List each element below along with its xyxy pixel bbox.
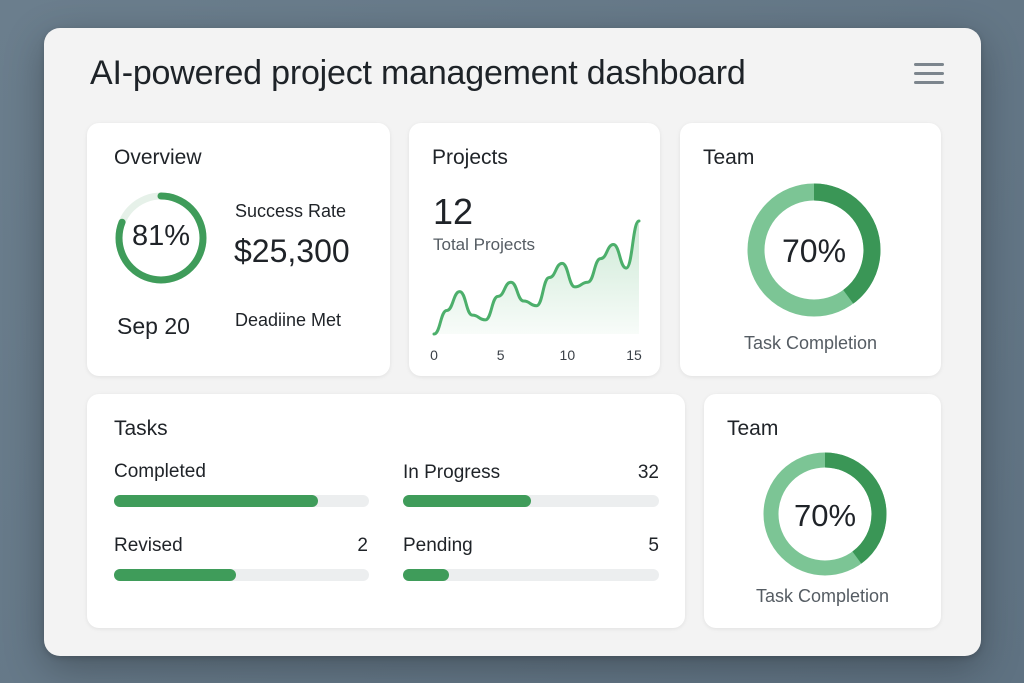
x-tick-label: 10 xyxy=(560,347,576,363)
task-count-pending: 5 xyxy=(648,535,659,556)
task-count-in-progress: 32 xyxy=(637,462,659,483)
team-card-top: Team 70% Task Completion xyxy=(680,123,941,376)
hamburger-menu-icon[interactable] xyxy=(914,63,944,85)
task-bar-fill-in-progress xyxy=(403,495,531,507)
task-bar-fill-completed xyxy=(114,495,318,507)
projects-count: 12 xyxy=(433,191,474,232)
team-completion-ring-top xyxy=(747,183,881,317)
x-tick-label: 15 xyxy=(626,347,642,363)
projects-area-chart: 0 5 10 15 xyxy=(430,219,642,363)
task-bar-revised xyxy=(114,569,369,581)
success-ring-fill xyxy=(115,192,207,284)
dashboard-window: AI-powered project management dashboard … xyxy=(44,28,981,656)
team-completion-ring-bottom xyxy=(763,452,887,576)
projects-count-label: Total Projects xyxy=(433,235,536,254)
x-tick-label: 0 xyxy=(430,347,438,363)
task-label-completed: Completed xyxy=(114,461,206,482)
overview-card: Overview 81% Success Rate $25,300 Sep 20… xyxy=(87,123,390,376)
task-bar-fill-revised xyxy=(114,569,237,581)
projects-card: Projects 12 Total Projects 0 5 10 15 xyxy=(409,123,660,376)
task-bar-completed xyxy=(114,495,369,507)
team-title-top: Team xyxy=(703,146,755,169)
projects-title: Projects xyxy=(432,146,508,169)
task-label-pending: Pending xyxy=(403,535,473,556)
task-label-in-progress: In Progress xyxy=(403,462,501,483)
team-ring-fill-bottom xyxy=(763,452,887,576)
tasks-card: Tasks Completed In Progress 32 Revised 2… xyxy=(87,394,685,628)
projects-area-fill xyxy=(434,221,639,334)
task-bar-fill-pending xyxy=(403,569,450,581)
team-title-bottom: Team xyxy=(727,417,779,440)
success-rate-value: 81% xyxy=(131,220,191,252)
x-tick-label: 5 xyxy=(497,347,505,363)
overview-title: Overview xyxy=(114,146,202,169)
tasks-title: Tasks xyxy=(114,417,168,440)
success-rate-ring xyxy=(115,192,207,284)
task-label-revised: Revised xyxy=(114,535,183,556)
page-title: AI-powered project management dashboard xyxy=(90,54,746,92)
projects-line xyxy=(432,219,641,336)
success-rate-label: Success Rate xyxy=(235,201,347,221)
date-value: Sep 20 xyxy=(117,313,190,339)
team-ring-fill-top xyxy=(747,183,881,317)
task-count-revised: 2 xyxy=(357,535,368,556)
task-bar-in-progress xyxy=(403,495,659,507)
team-card-bottom: Team 70% Task Completion xyxy=(704,394,941,628)
team-completion-value-bottom: 70% xyxy=(793,498,857,533)
team-completion-value-top: 70% xyxy=(781,233,847,269)
team-completion-label-bottom: Task Completion xyxy=(755,586,890,606)
task-bar-pending xyxy=(403,569,659,581)
amount-value: $25,300 xyxy=(234,233,350,269)
deadline-label: Deadiine Met xyxy=(235,310,342,330)
team-completion-label-top: Task Completion xyxy=(743,333,878,353)
